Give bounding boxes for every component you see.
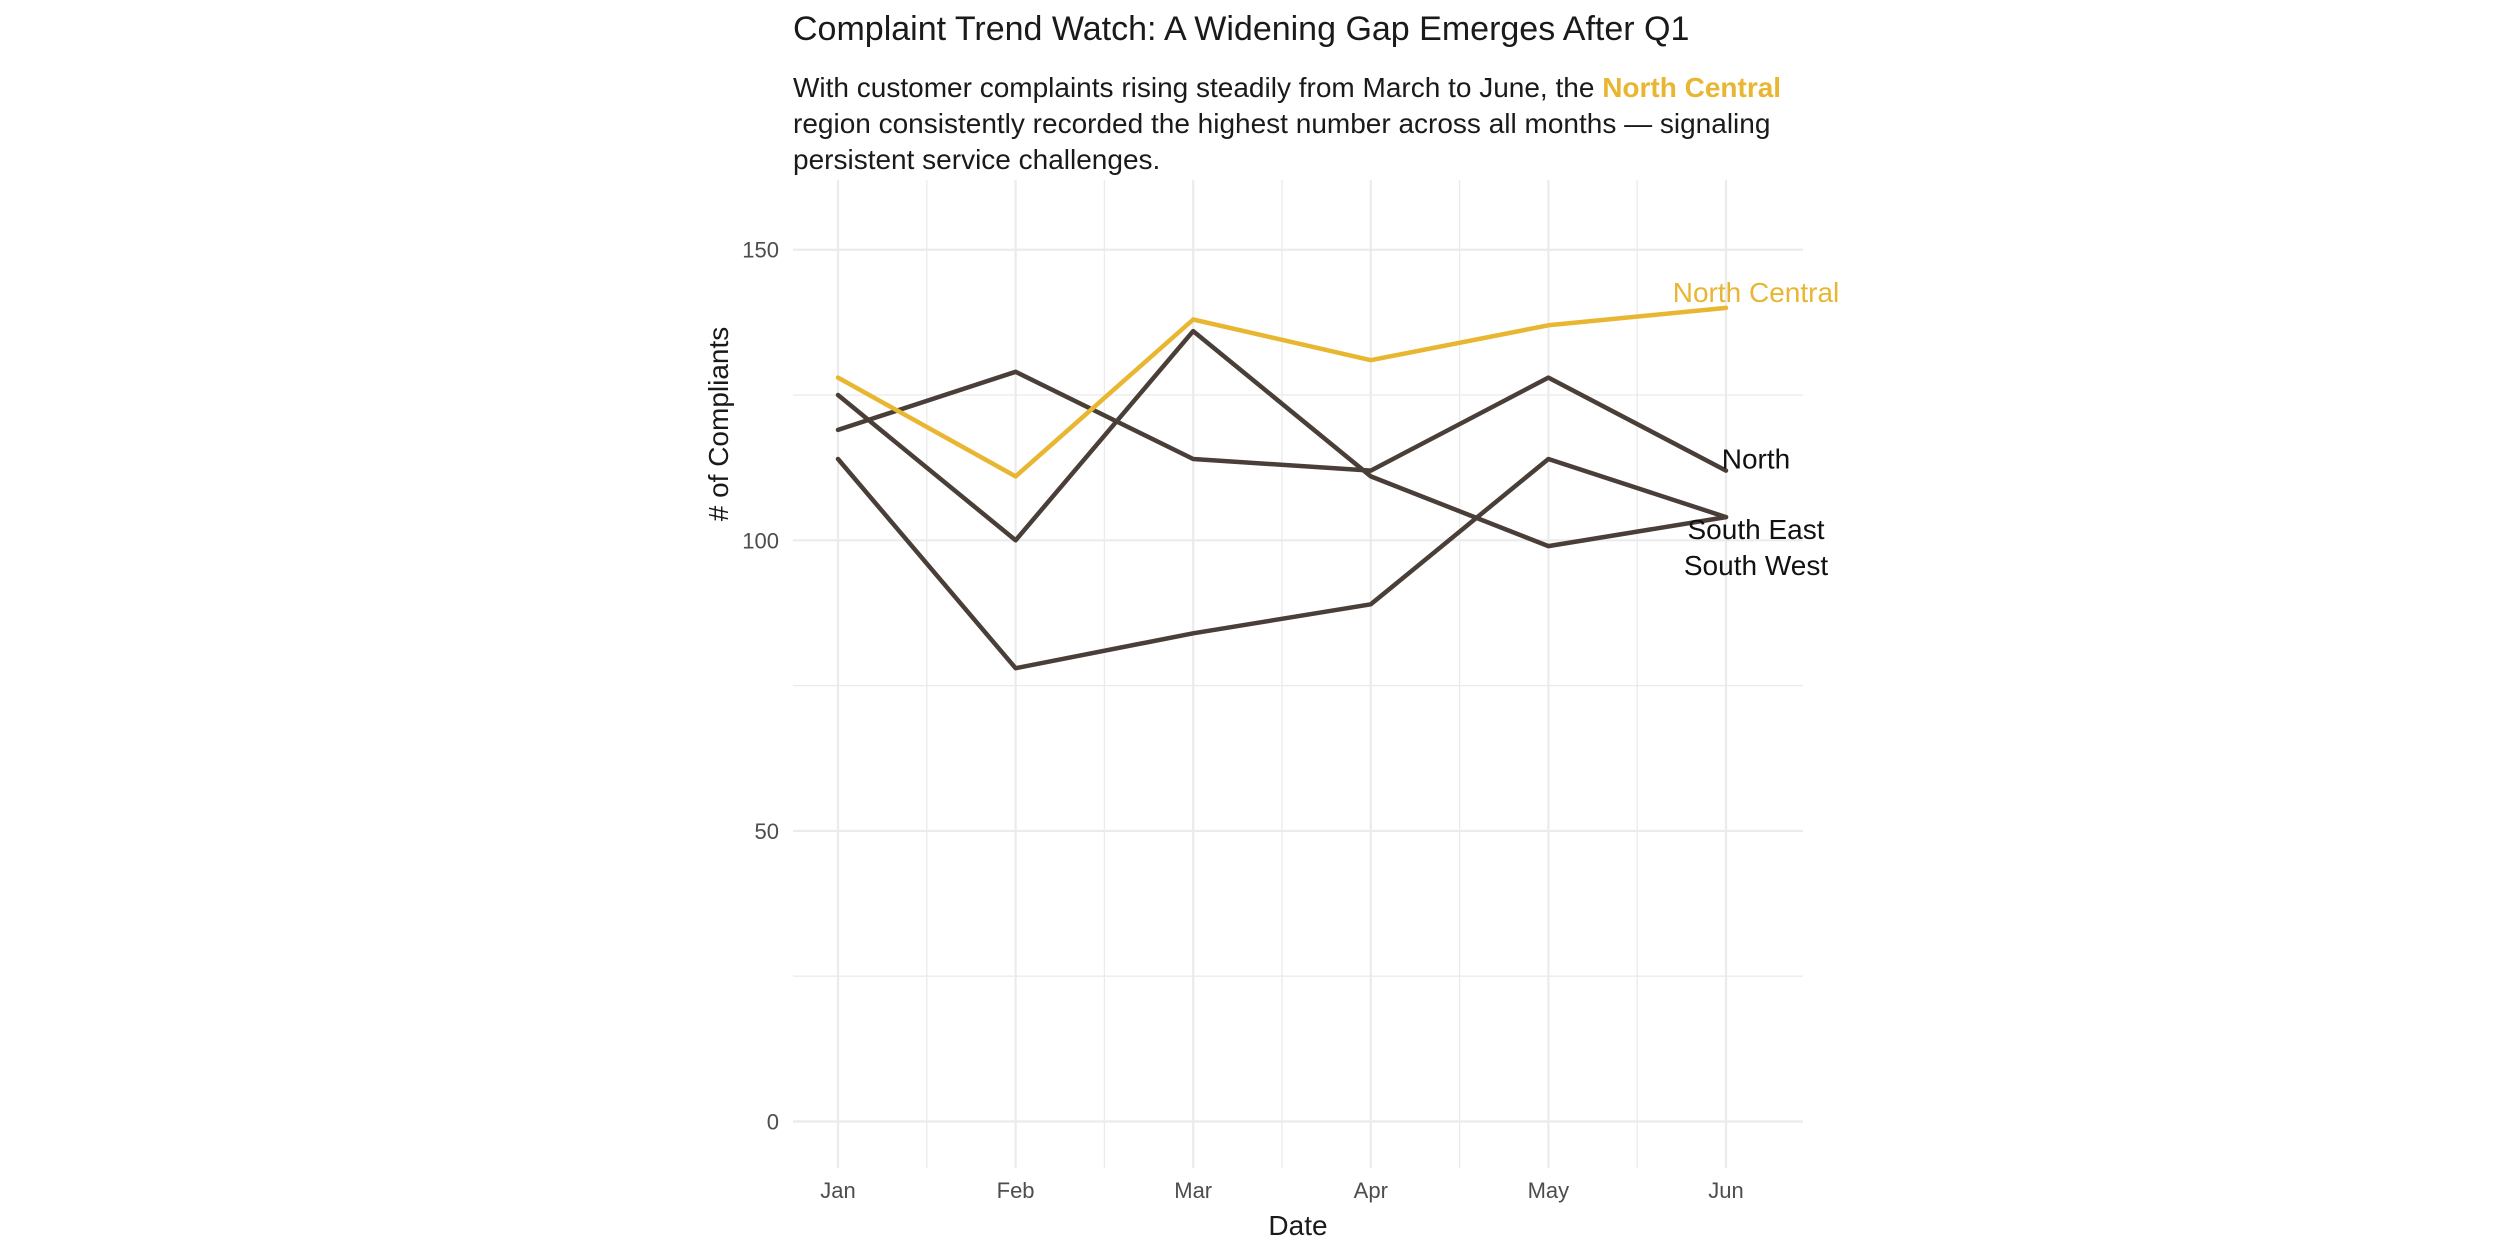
series-label: South East bbox=[1688, 514, 1825, 545]
x-axis-title: Date bbox=[1268, 1210, 1327, 1241]
subtitle-highlight: North Central bbox=[1602, 72, 1782, 103]
y-tick-label: 50 bbox=[755, 819, 779, 844]
x-tick-label: Mar bbox=[1174, 1178, 1212, 1203]
x-tick-label: Feb bbox=[997, 1178, 1035, 1203]
y-tick-label: 100 bbox=[742, 528, 779, 553]
chart-title: Complaint Trend Watch: A Widening Gap Em… bbox=[793, 10, 1690, 48]
y-tick-label: 0 bbox=[767, 1110, 779, 1135]
y-axis-title: # of Compliants bbox=[703, 327, 734, 522]
series-label: North bbox=[1722, 444, 1790, 475]
series-label: North Central bbox=[1673, 277, 1840, 308]
series-line-south-west bbox=[835, 328, 1729, 549]
x-tick-label: Jun bbox=[1708, 1178, 1743, 1203]
series-line-north bbox=[835, 369, 1729, 473]
y-tick-label: 150 bbox=[742, 238, 779, 263]
series-label: South West bbox=[1684, 550, 1828, 581]
x-tick-label: May bbox=[1528, 1178, 1570, 1203]
series-line-north-central bbox=[835, 305, 1729, 479]
subtitle-text-before: With customer complaints rising steadily… bbox=[793, 72, 1603, 103]
chart-subtitle: With customer complaints rising steadily… bbox=[793, 70, 1843, 178]
x-tick-label: Jan bbox=[820, 1178, 855, 1203]
subtitle-text-after: region consistently recorded the highest… bbox=[793, 108, 1771, 175]
x-tick-label: Apr bbox=[1354, 1178, 1388, 1203]
series-line-south-east bbox=[835, 456, 1729, 671]
